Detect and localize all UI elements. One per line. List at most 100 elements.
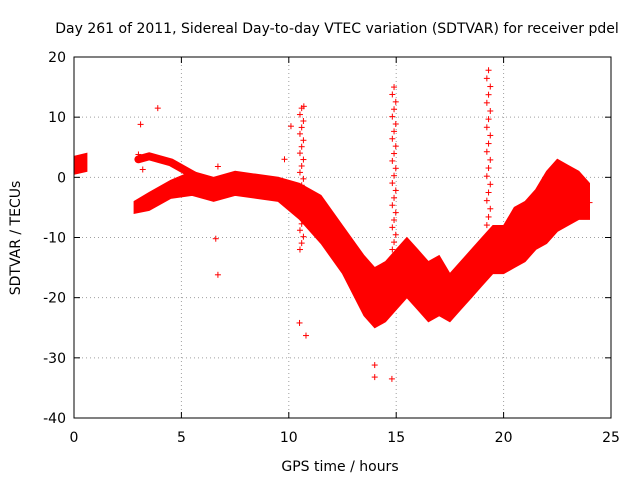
spike-point <box>485 213 492 220</box>
spike-point <box>298 201 305 208</box>
outlier-point <box>214 163 221 170</box>
spike-point <box>485 67 492 74</box>
spike-point <box>300 117 307 124</box>
spike-point <box>392 165 399 172</box>
spike-point <box>391 216 398 223</box>
spike-point <box>485 165 492 172</box>
spike-point <box>483 173 490 180</box>
spike-point <box>391 128 398 135</box>
spike-point <box>487 205 494 212</box>
y-axis-label: SDTVAR / TECUs <box>8 181 24 296</box>
spike-point <box>487 132 494 139</box>
outlier-point <box>388 375 395 382</box>
x-tick-label: 5 <box>177 430 186 446</box>
spike-point <box>483 99 490 106</box>
spike-point <box>389 157 396 164</box>
spike-point <box>296 150 303 157</box>
spike-point <box>483 148 490 155</box>
spike-point <box>296 227 303 234</box>
outlier-point <box>287 123 294 130</box>
spike-point <box>389 202 396 209</box>
outlier-point <box>135 151 142 158</box>
y-tick-label: 10 <box>48 110 66 126</box>
spike-point <box>389 246 396 253</box>
spike-point <box>392 98 399 105</box>
spike-point <box>485 116 492 123</box>
spike-point <box>296 130 303 137</box>
spike-point <box>392 187 399 194</box>
data-layer <box>73 67 593 382</box>
outlier-point <box>302 332 309 339</box>
outlier-point <box>281 156 288 163</box>
spike-point <box>300 195 307 202</box>
outlier-point <box>214 271 221 278</box>
chart-title: Day 261 of 2011, Sidereal Day-to-day VTE… <box>55 21 619 37</box>
spike-point <box>389 91 396 98</box>
outlier-point <box>139 166 146 173</box>
spike-point <box>298 240 305 247</box>
spike-point <box>391 150 398 157</box>
outlier-point <box>586 199 593 206</box>
outlier-point <box>296 319 303 326</box>
data-band <box>73 152 88 175</box>
spike-point <box>298 143 305 150</box>
spike-point <box>392 143 399 150</box>
spike-point <box>389 113 396 120</box>
spike-point <box>391 106 398 113</box>
y-tick-label: -10 <box>43 231 66 247</box>
spike-point <box>389 135 396 142</box>
spike-point <box>300 214 307 221</box>
ticks <box>73 56 612 419</box>
x-tick-label: 25 <box>602 430 620 446</box>
y-tick-label: -40 <box>43 411 66 427</box>
spike-point <box>300 156 307 163</box>
data-band <box>133 158 590 329</box>
y-tick-label: 20 <box>48 50 66 66</box>
spike-point <box>483 124 490 131</box>
spike-point <box>300 137 307 144</box>
spike-point <box>485 189 492 196</box>
x-tick-label: 0 <box>70 430 79 446</box>
spike-point <box>487 83 494 90</box>
spike-point <box>391 84 398 91</box>
spike-point <box>296 111 303 118</box>
spike-point <box>487 107 494 114</box>
outlier-point <box>137 121 144 128</box>
data-arc <box>134 152 229 191</box>
spike-point <box>300 175 307 182</box>
x-tick-label: 10 <box>280 430 298 446</box>
spike-point <box>296 169 303 176</box>
spike-point <box>392 209 399 216</box>
spike-point <box>487 181 494 188</box>
spike-point <box>483 222 490 229</box>
y-tick-label: 0 <box>57 170 66 186</box>
outlier-point <box>300 103 307 110</box>
spike-point <box>392 231 399 238</box>
spike-point <box>483 197 490 204</box>
spike-point <box>296 246 303 253</box>
spike-point <box>483 246 490 253</box>
spike-point <box>389 224 396 231</box>
spike-point <box>298 220 305 227</box>
y-tick-label: -30 <box>43 351 66 367</box>
x-tick-label: 20 <box>495 430 513 446</box>
spike-point <box>485 91 492 98</box>
tick-labels: 0 5 10 15 20 25 -40 -30 -20 -10 0 10 20 <box>43 50 620 446</box>
spike-point <box>391 172 398 179</box>
spike-point <box>487 230 494 237</box>
spike-point <box>392 121 399 128</box>
spike-point <box>300 233 307 240</box>
spike-point <box>391 194 398 201</box>
spike-point <box>487 156 494 163</box>
spike-point <box>485 238 492 245</box>
spike-point <box>391 239 398 246</box>
spike-point <box>296 188 303 195</box>
spike-point <box>296 207 303 214</box>
spike-point <box>483 75 490 82</box>
spike-point <box>298 162 305 169</box>
x-axis-label: GPS time / hours <box>281 459 398 475</box>
outlier-point <box>212 235 219 242</box>
spike-point <box>298 182 305 189</box>
y-tick-label: -20 <box>43 291 66 307</box>
